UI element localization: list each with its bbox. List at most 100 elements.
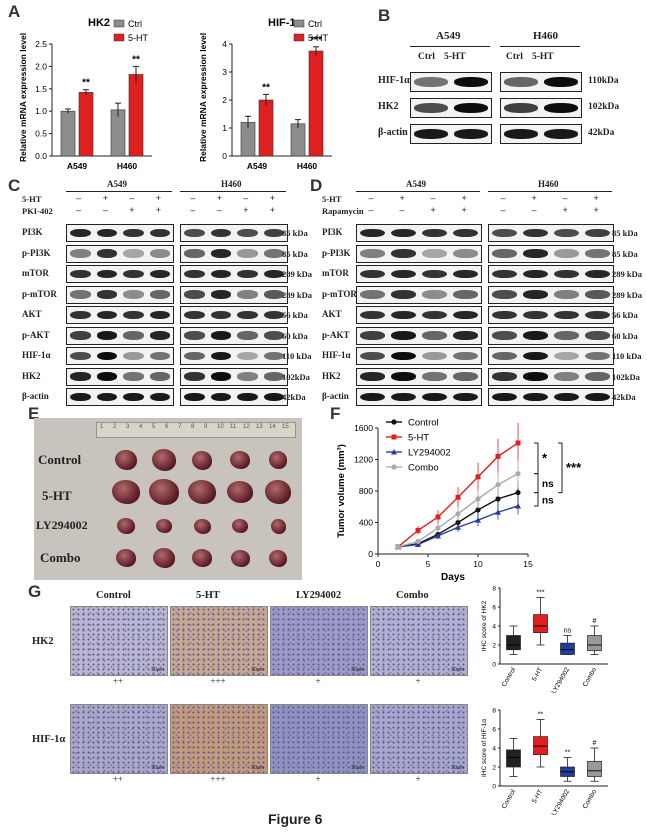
blot-strip xyxy=(180,265,288,283)
ihc-score-label: + xyxy=(315,774,321,784)
group-divider xyxy=(66,191,172,192)
significance-label: * xyxy=(542,450,548,465)
treatment-sign: + xyxy=(243,205,249,215)
kda-label: 85 kDa xyxy=(282,228,308,238)
scale-bar-label: 50μm xyxy=(351,765,364,771)
blot-strip xyxy=(180,224,288,242)
significance-label: ** xyxy=(82,78,90,89)
ihc-image: 50μm xyxy=(270,704,368,774)
x-tick-label: 0 xyxy=(376,559,381,569)
blot-row-label: mTOR xyxy=(322,268,349,278)
legend-label: 5-HT xyxy=(128,33,149,43)
significance-bracket xyxy=(534,492,539,507)
significance-label: ns xyxy=(542,495,554,506)
x-tick-label: H460 xyxy=(117,161,138,171)
blot-band xyxy=(504,102,538,114)
tumor xyxy=(115,450,137,470)
panel-label-a: A xyxy=(8,2,21,21)
blot-strip xyxy=(356,265,482,283)
tumor xyxy=(116,549,136,567)
blot-band xyxy=(123,372,144,381)
blot-band xyxy=(210,249,231,258)
tumor xyxy=(156,519,172,533)
ihc-score-label: + xyxy=(315,676,321,686)
blot-strip xyxy=(488,326,614,345)
blot-band xyxy=(453,392,478,402)
kda-label: 42kDa xyxy=(282,392,306,402)
blot-band xyxy=(184,228,205,238)
data-point xyxy=(515,440,521,446)
treatment-sign: + xyxy=(155,205,162,215)
x-axis-label: Days xyxy=(441,572,465,583)
condition-label: 5-HT xyxy=(444,52,466,62)
y-tick-label: 2 xyxy=(222,95,227,105)
kda-label: 56 kDa xyxy=(612,310,638,320)
group-label-5ht: 5-HT xyxy=(42,488,72,503)
ihc-row-label: HIF-1α xyxy=(32,734,66,745)
blot-band xyxy=(422,249,447,258)
blot-band xyxy=(453,228,478,238)
blot-band xyxy=(554,249,579,258)
blot-row-label: PI3K xyxy=(22,227,43,237)
blot-band xyxy=(554,351,579,361)
blot-band xyxy=(523,290,548,299)
y-tick-label: 0.5 xyxy=(35,129,47,139)
tumor xyxy=(230,451,250,469)
data-point xyxy=(455,494,461,500)
blot-band xyxy=(360,269,385,279)
blot-band xyxy=(96,269,117,279)
ihc-row-label: HK2 xyxy=(32,636,54,647)
blot-band xyxy=(96,290,117,299)
blot-strip xyxy=(180,367,288,386)
blot-band xyxy=(585,392,610,402)
treatment-sign: + xyxy=(269,205,276,215)
data-point xyxy=(495,453,501,459)
tumor xyxy=(188,480,216,504)
blot-band xyxy=(453,249,478,258)
group-divider xyxy=(500,46,580,47)
significance-label: ** xyxy=(565,750,571,757)
blot-band xyxy=(391,249,416,258)
group-label-control: Control xyxy=(38,452,82,467)
treatment-sign: + xyxy=(562,205,568,215)
blot-band xyxy=(237,228,258,238)
blot-row-label: HK2 xyxy=(378,101,399,112)
tumor xyxy=(192,549,212,567)
treatment-sign: + xyxy=(430,205,436,215)
bar xyxy=(308,50,324,157)
blot-band xyxy=(492,331,517,340)
box xyxy=(587,760,602,777)
treatment-label: PKI-402 xyxy=(22,206,53,216)
blot-band xyxy=(544,128,578,140)
blot-strip xyxy=(488,285,614,304)
blot-band xyxy=(149,269,170,279)
ihc-image: 50μm xyxy=(170,704,268,774)
blot-band xyxy=(149,228,170,238)
y-axis-label: Relative mRNA expression level xyxy=(198,33,208,162)
legend-marker xyxy=(391,434,397,440)
treatment-sign: – xyxy=(76,193,82,203)
blot-band xyxy=(263,228,284,238)
legend-label: Ctrl xyxy=(308,19,322,29)
kda-label: 60 kDa xyxy=(282,330,308,341)
data-point xyxy=(455,524,461,530)
blot-band xyxy=(544,102,578,114)
blot-band xyxy=(453,269,478,279)
y-tick-label: 1 xyxy=(222,123,227,133)
blot-band xyxy=(523,372,548,381)
ruler-mark: 3 xyxy=(126,424,130,430)
blot-band xyxy=(422,269,447,279)
blot-strip xyxy=(488,306,614,324)
blot-band xyxy=(237,331,258,340)
blot-band xyxy=(184,249,205,258)
treatment-sign: – xyxy=(399,205,405,215)
blot-band xyxy=(70,351,91,361)
blot-band xyxy=(391,372,416,381)
blot-band xyxy=(210,290,231,299)
blot-band xyxy=(237,310,258,320)
blot-band xyxy=(523,310,548,320)
blot-band xyxy=(360,331,385,340)
kda-label: 85 kDa xyxy=(612,248,638,259)
y-tick-label: 800 xyxy=(359,486,373,496)
scale-bar-label: 50μm xyxy=(351,667,364,673)
